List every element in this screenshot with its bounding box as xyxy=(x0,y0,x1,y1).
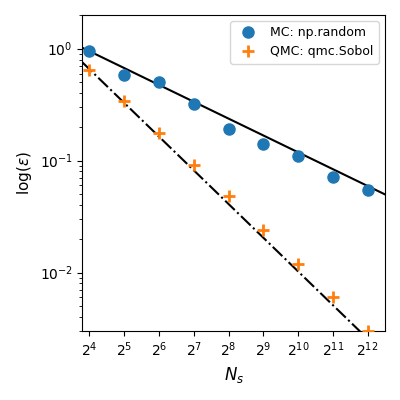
QMC: qmc.Sobol: (64, 0.175): qmc.Sobol: (64, 0.175) xyxy=(156,131,161,136)
MC: np.random: (32, 0.58): np.random: (32, 0.58) xyxy=(122,73,126,78)
Y-axis label: log($\varepsilon$): log($\varepsilon$) xyxy=(15,151,34,195)
QMC: qmc.Sobol: (1.02e+03, 0.012): qmc.Sobol: (1.02e+03, 0.012) xyxy=(296,261,300,266)
QMC: qmc.Sobol: (4.1e+03, 0.003): qmc.Sobol: (4.1e+03, 0.003) xyxy=(365,329,370,334)
MC: np.random: (512, 0.14): np.random: (512, 0.14) xyxy=(261,142,266,147)
Line: QMC: qmc.Sobol: QMC: qmc.Sobol xyxy=(83,63,374,337)
Line: MC: np.random: MC: np.random xyxy=(84,46,373,195)
QMC: qmc.Sobol: (32, 0.34): qmc.Sobol: (32, 0.34) xyxy=(122,99,126,104)
MC: np.random: (16, 0.95): np.random: (16, 0.95) xyxy=(87,49,92,54)
MC: np.random: (256, 0.19): np.random: (256, 0.19) xyxy=(226,127,231,132)
MC: np.random: (1.02e+03, 0.11): np.random: (1.02e+03, 0.11) xyxy=(296,154,300,158)
QMC: qmc.Sobol: (2.05e+03, 0.006): qmc.Sobol: (2.05e+03, 0.006) xyxy=(330,295,335,300)
QMC: qmc.Sobol: (128, 0.092): qmc.Sobol: (128, 0.092) xyxy=(191,162,196,167)
MC: np.random: (128, 0.32): np.random: (128, 0.32) xyxy=(191,102,196,106)
QMC: qmc.Sobol: (512, 0.024): qmc.Sobol: (512, 0.024) xyxy=(261,228,266,232)
QMC: qmc.Sobol: (256, 0.048): qmc.Sobol: (256, 0.048) xyxy=(226,194,231,199)
MC: np.random: (2.05e+03, 0.072): np.random: (2.05e+03, 0.072) xyxy=(330,174,335,179)
QMC: qmc.Sobol: (16, 0.65): qmc.Sobol: (16, 0.65) xyxy=(87,67,92,72)
MC: np.random: (4.1e+03, 0.055): np.random: (4.1e+03, 0.055) xyxy=(365,187,370,192)
MC: np.random: (64, 0.5): np.random: (64, 0.5) xyxy=(156,80,161,85)
Legend: MC: np.random, QMC: qmc.Sobol: MC: np.random, QMC: qmc.Sobol xyxy=(230,21,379,64)
X-axis label: $N_s$: $N_s$ xyxy=(224,365,244,385)
